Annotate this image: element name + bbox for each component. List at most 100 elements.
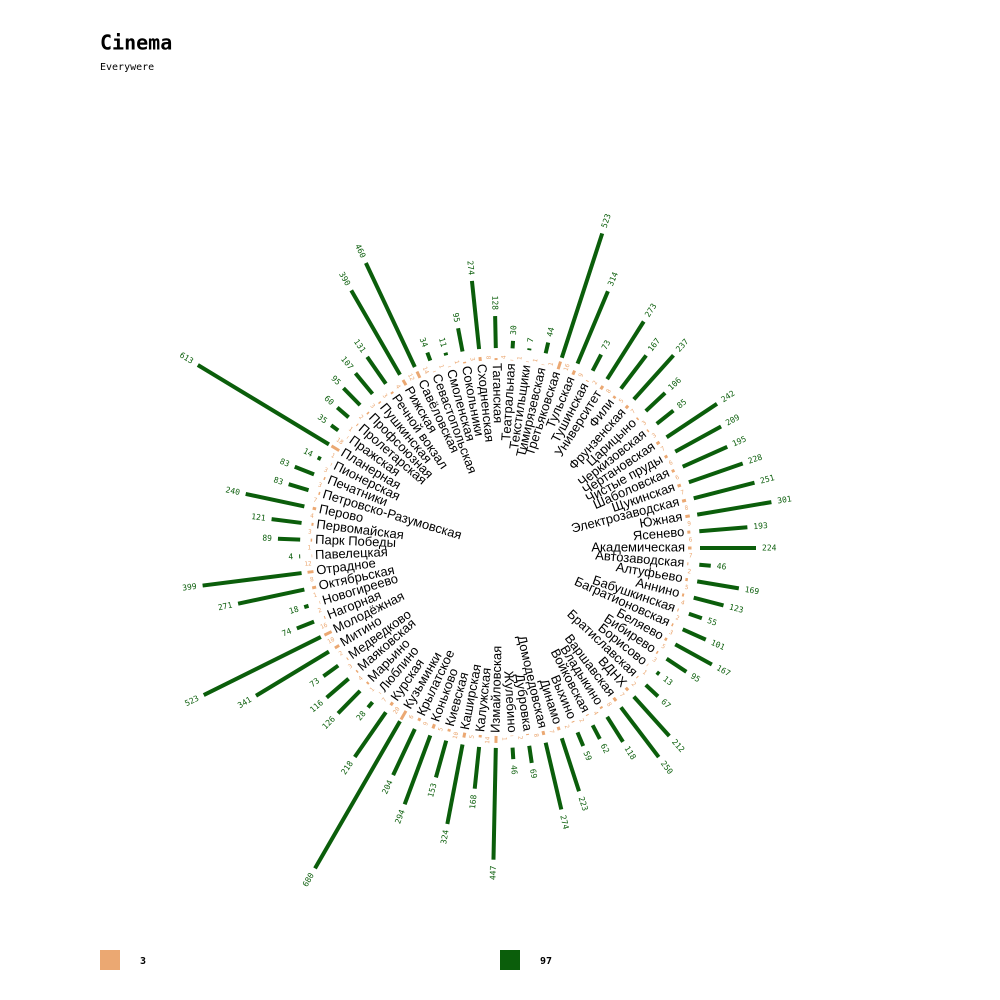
bar [599, 705, 604, 710]
value-label: 14 [484, 736, 491, 744]
bar [677, 483, 682, 488]
bar [612, 395, 617, 400]
value-label: 240 [225, 485, 241, 497]
value-label: 73 [308, 676, 321, 689]
value-label: 251 [759, 473, 775, 485]
bar [325, 677, 350, 700]
value-label: 3 [347, 662, 354, 670]
value-label: 8 [605, 701, 613, 708]
value-label: 523 [183, 694, 200, 709]
bar [556, 361, 562, 370]
bar [624, 404, 630, 410]
value-label: 7 [381, 696, 389, 703]
value-label: 223 [577, 796, 590, 813]
bar [401, 379, 408, 386]
value-label: 85 [675, 397, 688, 410]
value-label: 9 [577, 372, 585, 379]
value-label: 6 [674, 474, 680, 482]
value-label: 8 [532, 733, 540, 738]
bar [277, 536, 301, 542]
value-label: 16 [563, 362, 572, 372]
value-label: 5 [618, 397, 626, 405]
bar [664, 454, 669, 459]
value-label: 3 [641, 419, 649, 427]
value-label: 83 [279, 457, 291, 469]
bar [688, 461, 744, 485]
bar [696, 500, 772, 517]
value-label: 7 [547, 729, 555, 735]
value-label: 1 [547, 361, 555, 367]
category-label: Калужская [472, 667, 494, 733]
value-label: 2 [317, 607, 323, 615]
value-label: 2 [563, 724, 571, 730]
value-label: 28 [355, 709, 368, 722]
bar [323, 630, 333, 637]
legend-label: 97 [540, 956, 552, 967]
bar [699, 562, 711, 568]
category-label: Ясенево [632, 524, 685, 543]
bar [353, 372, 375, 396]
bar [366, 700, 375, 709]
bar [202, 571, 302, 588]
bar [693, 480, 755, 501]
value-label: 14 [421, 366, 430, 376]
bar [237, 587, 305, 606]
value-label: 1 [453, 360, 461, 365]
bar [202, 635, 322, 697]
bar [447, 728, 451, 732]
bar [346, 657, 349, 661]
value-label: 5 [660, 643, 667, 651]
bar [619, 706, 661, 759]
bar [599, 385, 605, 391]
category-label: Жулебино [501, 670, 520, 733]
value-label: 30 [509, 325, 519, 335]
bar [664, 637, 668, 642]
chart-subtitle: Everywere [100, 62, 154, 73]
bar [469, 280, 482, 350]
value-label: 16 [319, 622, 329, 631]
value-label: 324 [439, 829, 451, 845]
bar [644, 683, 660, 698]
value-label: 274 [465, 260, 475, 275]
value-label: 89 [262, 534, 272, 543]
bar [366, 411, 370, 415]
bar [425, 351, 433, 362]
value-label: 44 [545, 326, 556, 338]
chart-title: Cinema [100, 31, 172, 55]
bar [254, 649, 330, 698]
value-label: 1 [347, 426, 354, 434]
value-label: 209 [724, 413, 741, 428]
value-label: 7 [618, 691, 626, 699]
bar [681, 627, 707, 642]
value-label: 14 [302, 447, 315, 459]
value-label: 3 [369, 403, 377, 411]
value-label: 1 [369, 686, 377, 694]
value-label: 224 [762, 544, 777, 553]
value-label: 4 [309, 512, 314, 520]
bar [402, 734, 433, 806]
value-label: 3 [381, 392, 389, 399]
value-label: 4 [500, 355, 507, 359]
value-label: 12 [304, 560, 312, 568]
bar [696, 579, 740, 591]
value-label: 2 [357, 414, 365, 422]
bar [443, 352, 449, 356]
value-label: 680 [301, 871, 316, 888]
bar [665, 402, 719, 439]
bar [364, 262, 417, 368]
value-label: 60 [322, 394, 335, 407]
bar [605, 320, 646, 381]
value-label: 204 [380, 778, 394, 795]
value-label: 5 [468, 734, 476, 739]
bar [399, 710, 408, 721]
bar [685, 514, 691, 519]
bar [655, 440, 661, 446]
bar [655, 670, 661, 676]
bar [671, 623, 674, 627]
bar [636, 417, 640, 421]
value-label: 13 [661, 674, 674, 687]
value-label: 67 [659, 697, 672, 710]
value-label: 18 [335, 436, 345, 446]
bar [510, 747, 516, 760]
bar [590, 724, 602, 740]
